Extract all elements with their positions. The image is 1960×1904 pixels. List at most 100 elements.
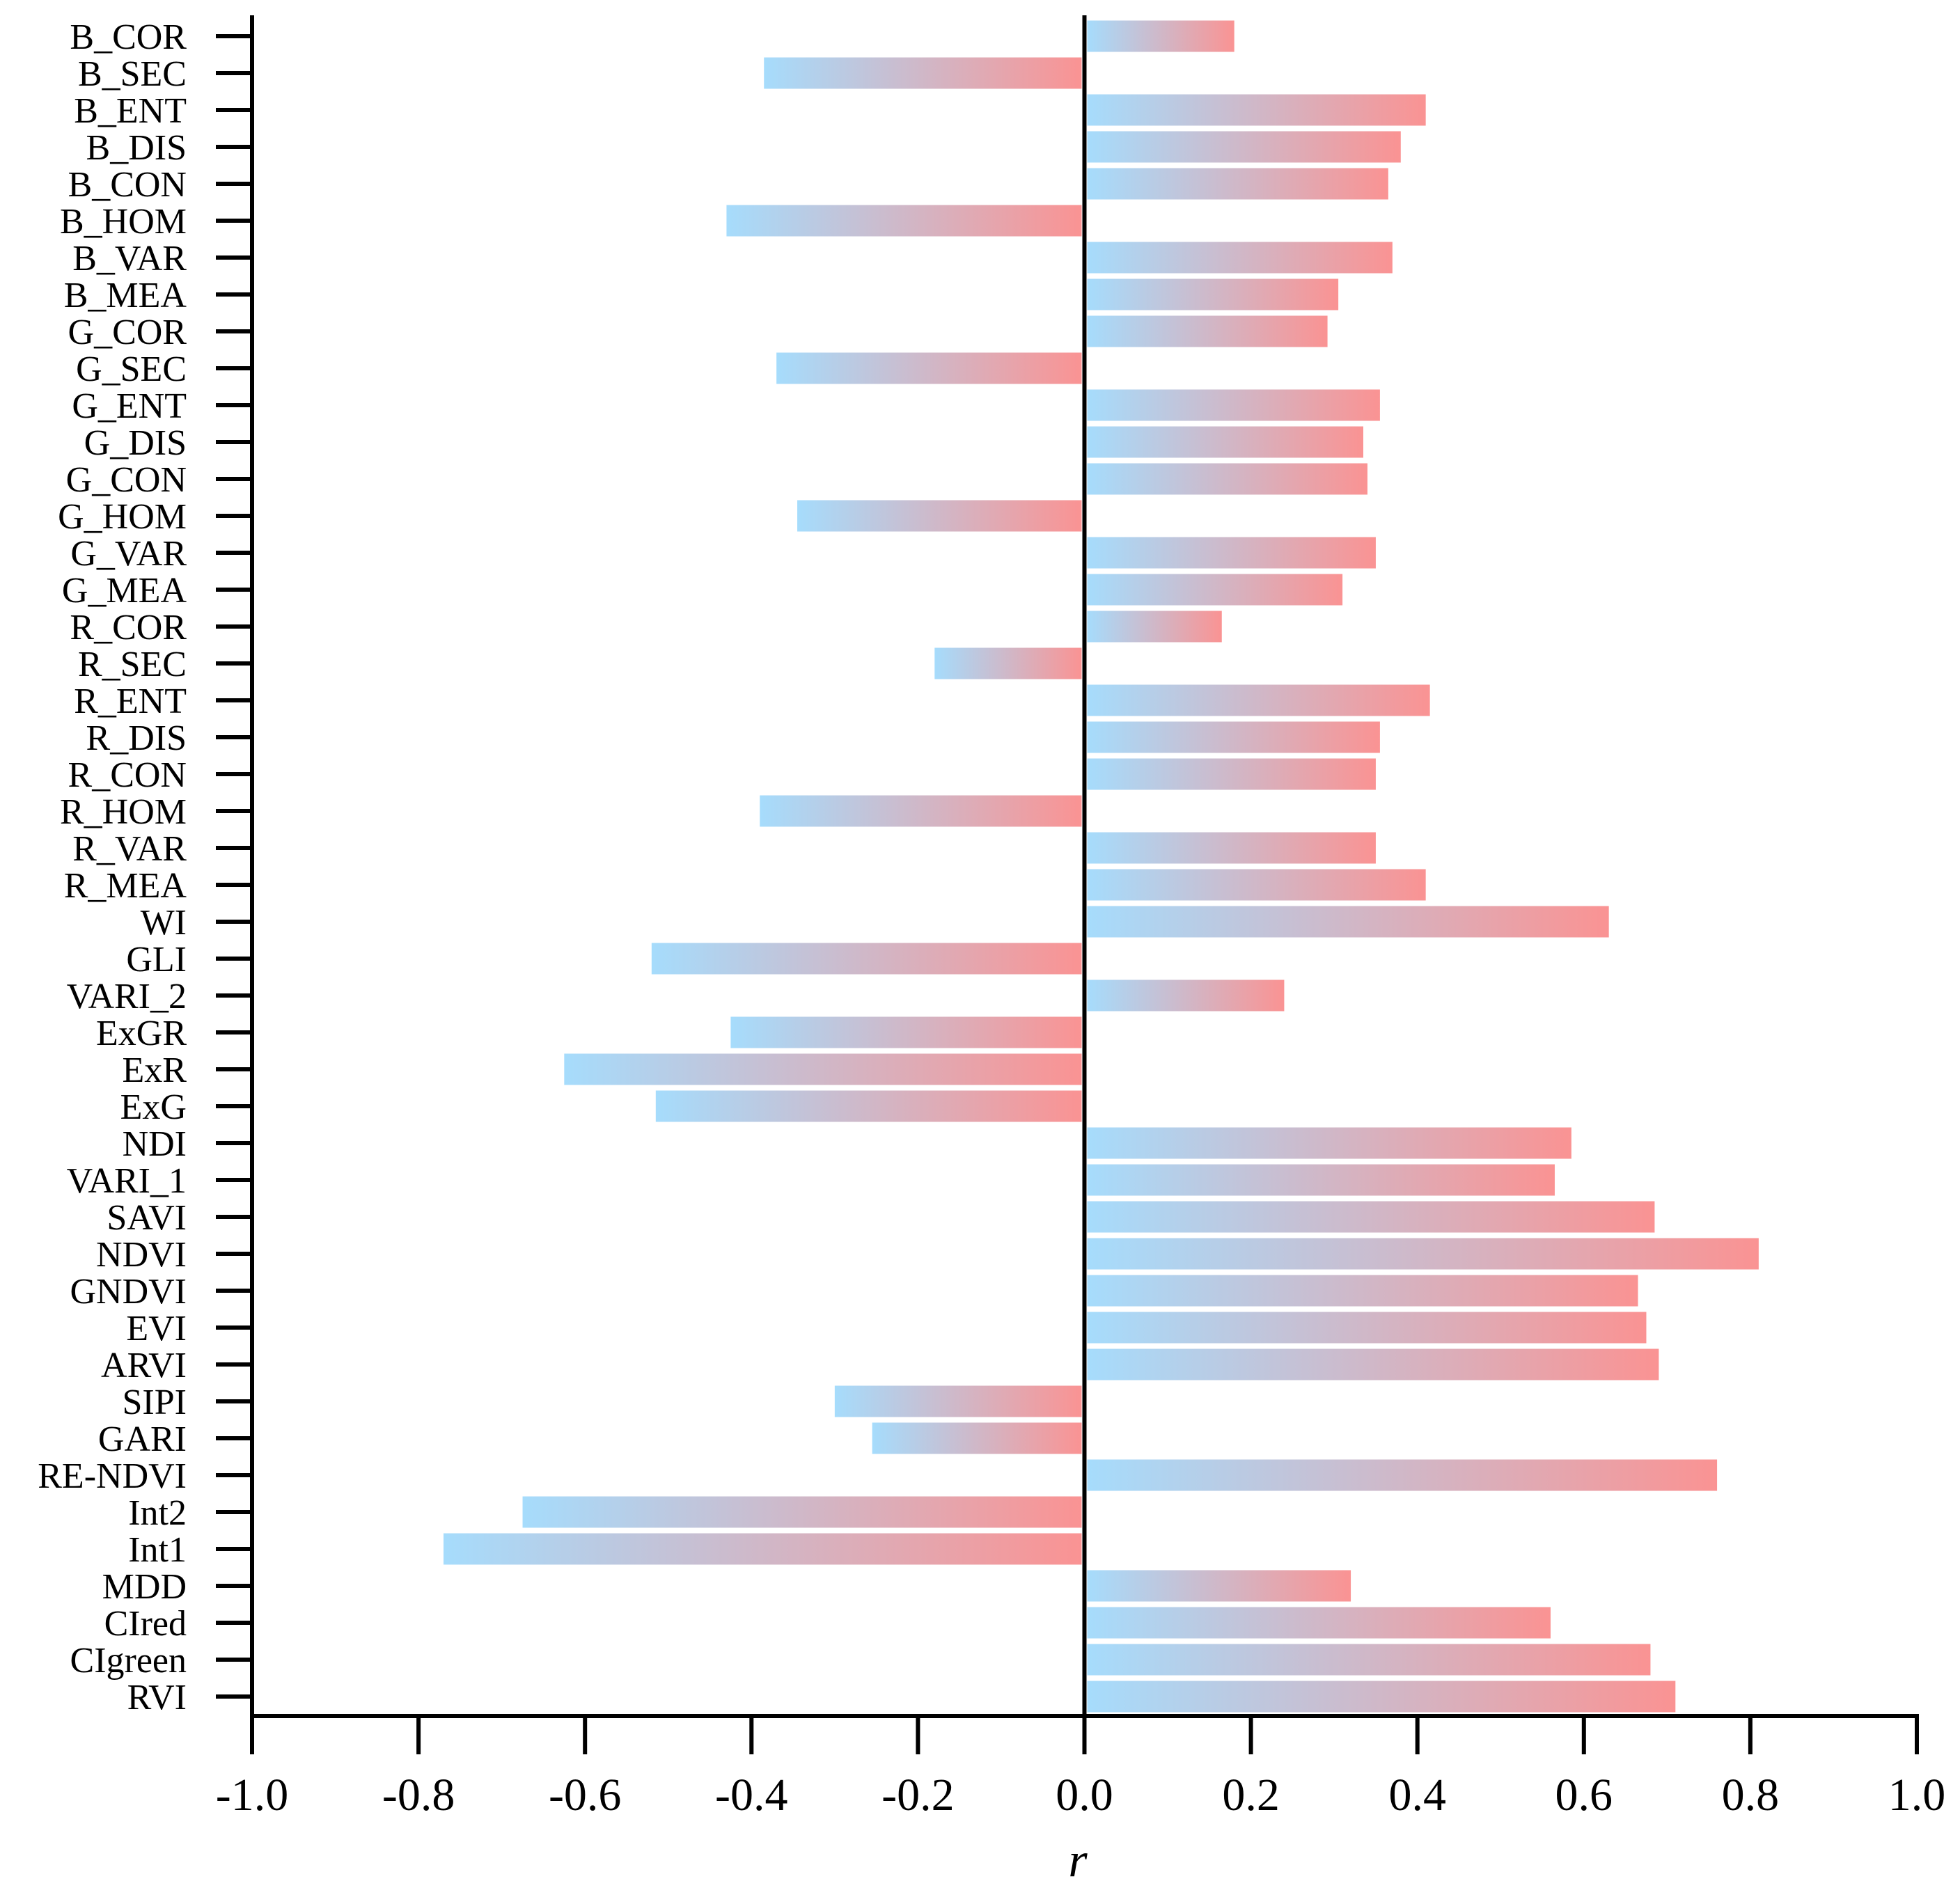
bar-r_mea xyxy=(1087,869,1426,901)
y-tick-label: B_DIS xyxy=(86,128,187,168)
y-tick-label: VARI_2 xyxy=(67,977,187,1016)
bar-r_var xyxy=(1087,832,1376,864)
bar-arvi xyxy=(1087,1348,1659,1380)
bar-b_dis xyxy=(1087,131,1401,163)
y-tick-label: G_MEA xyxy=(62,571,187,611)
bar-b_var xyxy=(1087,242,1393,274)
x-tick-label: 0.4 xyxy=(1388,1770,1446,1820)
y-tick-label: ExGR xyxy=(96,1014,187,1053)
y-tick-label: B_COR xyxy=(70,17,187,57)
bar-exg xyxy=(655,1090,1082,1122)
bar-b_hom xyxy=(726,205,1082,237)
y-tick-label: SAVI xyxy=(107,1198,187,1238)
y-tick-label: B_VAR xyxy=(72,239,187,278)
bar-g_mea xyxy=(1087,574,1343,606)
bar-b_sec xyxy=(764,57,1082,89)
y-tick-label: WI xyxy=(141,903,187,943)
y-tick-label: R_CON xyxy=(68,755,187,795)
y-tick-label: VARI_1 xyxy=(67,1161,187,1201)
bar-r_dis xyxy=(1087,721,1380,753)
bar-r_sec xyxy=(934,647,1082,679)
y-tick-label: G_SEC xyxy=(76,349,187,389)
y-tick-label: EVI xyxy=(126,1309,187,1348)
y-tick-label: NDI xyxy=(123,1124,187,1164)
bar-ndi xyxy=(1087,1127,1571,1159)
bar-b_ent xyxy=(1087,94,1426,126)
bar-mdd xyxy=(1087,1570,1351,1602)
x-tick-label: 0.8 xyxy=(1722,1770,1780,1820)
bar-vari_1 xyxy=(1087,1164,1555,1196)
y-tick-label: RE-NDVI xyxy=(38,1456,187,1496)
bar-gndvi xyxy=(1087,1275,1638,1307)
x-axis-title: r xyxy=(1068,1834,1088,1887)
y-tick-label: B_CON xyxy=(68,165,187,205)
bar-r_con xyxy=(1087,758,1376,790)
y-tick-label: G_COR xyxy=(68,313,187,352)
y-tick-label: CIgreen xyxy=(70,1641,187,1681)
y-tick-label: R_HOM xyxy=(60,792,187,832)
bar-g_hom xyxy=(797,500,1082,532)
y-tick-label: GNDVI xyxy=(70,1272,187,1312)
bar-g_dis xyxy=(1087,426,1363,458)
bars-group xyxy=(443,20,1759,1713)
y-tick-label: MDD xyxy=(102,1567,187,1607)
y-tick-label: ExG xyxy=(120,1087,187,1127)
y-tick-label: G_CON xyxy=(66,460,187,500)
y-tick-label: R_VAR xyxy=(72,829,187,869)
bar-cigreen xyxy=(1087,1644,1651,1676)
y-tick-label: R_SEC xyxy=(78,645,187,684)
y-tick-label: Int1 xyxy=(128,1530,187,1570)
bar-evi xyxy=(1087,1312,1647,1344)
y-tick-label: GLI xyxy=(126,940,187,979)
x-tick-label: 1.0 xyxy=(1888,1770,1946,1820)
y-tick-label: RVI xyxy=(127,1678,187,1717)
y-tick-label: B_HOM xyxy=(60,202,187,242)
bar-int1 xyxy=(443,1533,1082,1565)
bar-re-ndvi xyxy=(1087,1459,1718,1491)
axes-group xyxy=(216,15,1919,1754)
bar-r_cor xyxy=(1087,611,1222,643)
x-tick-label: 0.6 xyxy=(1555,1770,1613,1820)
x-tick-label: -0.8 xyxy=(382,1770,455,1820)
bar-g_ent xyxy=(1087,389,1380,421)
y-tick-label: R_MEA xyxy=(64,866,187,906)
y-tick-label: NDVI xyxy=(96,1235,187,1275)
y-tick-label: SIPI xyxy=(123,1383,187,1422)
y-tick-label: G_ENT xyxy=(72,386,187,426)
bar-vari_2 xyxy=(1087,979,1285,1012)
bar-r_hom xyxy=(760,795,1082,827)
bar-rvi xyxy=(1087,1681,1676,1713)
y-tick-label: ExR xyxy=(123,1051,187,1090)
bar-exr xyxy=(564,1053,1082,1085)
y-tick-label: B_SEC xyxy=(78,54,187,94)
y-tick-label: CIred xyxy=(104,1604,187,1644)
bar-int2 xyxy=(522,1496,1082,1528)
y-tick-label: ARVI xyxy=(101,1346,187,1385)
bar-g_con xyxy=(1087,463,1367,495)
y-tick-label: G_VAR xyxy=(70,534,187,574)
y-tick-label: GARI xyxy=(98,1419,187,1459)
bar-b_con xyxy=(1087,168,1388,200)
bar-r_ent xyxy=(1087,684,1430,716)
y-tick-label: R_DIS xyxy=(86,718,187,758)
bar-wi xyxy=(1087,906,1609,938)
bar-gari xyxy=(872,1422,1082,1454)
bar-gli xyxy=(651,943,1082,975)
y-tick-label: G_HOM xyxy=(58,497,187,537)
bar-exgr xyxy=(730,1016,1082,1048)
x-tick-label: -0.6 xyxy=(549,1770,621,1820)
bar-b_mea xyxy=(1087,278,1339,310)
bar-cired xyxy=(1087,1607,1551,1639)
labels-group: B_CORB_SECB_ENTB_DISB_CONB_HOMB_VARB_MEA… xyxy=(38,17,1945,1820)
y-tick-label: B_ENT xyxy=(74,91,187,131)
y-tick-label: R_COR xyxy=(70,608,187,647)
y-tick-label: R_ENT xyxy=(74,682,187,721)
bar-sipi xyxy=(834,1385,1082,1417)
y-tick-label: Int2 xyxy=(128,1493,187,1533)
x-tick-label: 0.0 xyxy=(1056,1770,1113,1820)
y-tick-label: B_MEA xyxy=(64,276,187,315)
y-tick-label: G_DIS xyxy=(84,423,187,463)
bar-g_sec xyxy=(776,352,1082,384)
bar-b_cor xyxy=(1087,20,1234,52)
